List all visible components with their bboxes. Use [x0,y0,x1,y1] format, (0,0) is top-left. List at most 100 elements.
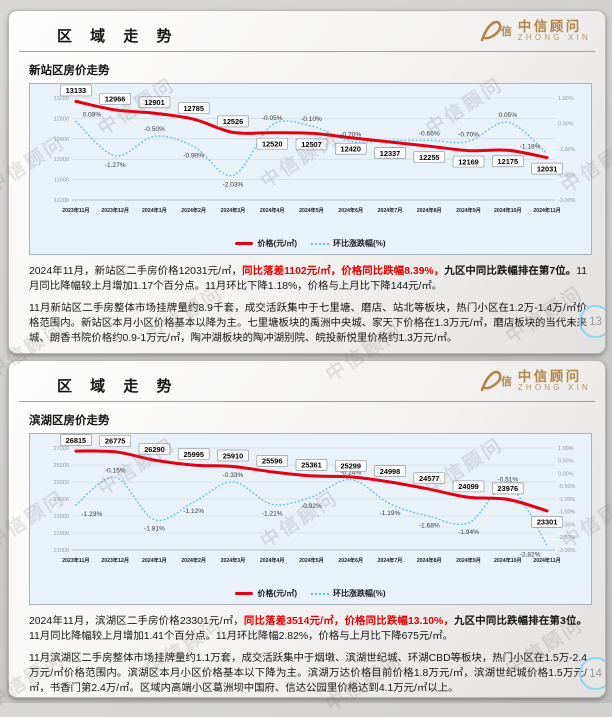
price-label: 12526 [223,117,243,126]
price-line [74,449,549,513]
pct-label: -0.50% [144,126,165,133]
left-axis-tick: 24000 [54,497,69,503]
page-title: 区 域 走 势 [57,378,179,395]
legend-label: 价格(元/㎡) [257,589,298,598]
price-label-box [177,448,210,460]
chart-title: 滨湖区房价走势 [29,415,110,427]
x-axis-label: 2024年7月 [378,556,403,564]
price-label-box [295,138,328,151]
logo-mark-icon: 信 [480,20,512,42]
right-axis-tick: -1.00% [558,147,575,153]
text-segment: 九区中同比跌幅排在第7位。 [444,266,577,277]
pct-label: -1.19% [380,510,401,517]
price-label-box [177,102,210,115]
legend-item: 价格(元/㎡) [235,588,297,599]
left-axis-tick: 23000 [54,514,69,520]
x-axis-label: 2024年1月 [142,206,167,214]
right-axis-tick: 1.00% [558,446,574,452]
solid-line-swatch-icon [235,242,254,245]
price-label: 12520 [262,139,282,148]
pct-label: -1.23% [81,511,102,518]
price-label-box [256,455,289,467]
price-label: 12966 [105,95,125,104]
page-number-badge: 13 [579,305,605,338]
left-axis-tick: 22000 [54,531,69,537]
right-axis-tick: -0.50% [558,484,575,490]
x-axis-label: 2023年12月 [101,206,129,214]
price-label: 25361 [301,461,321,470]
right-axis-tick: -2.50% [558,535,575,541]
right-axis-tick: -2.00% [558,172,575,178]
left-axis-tick: 12000 [54,157,69,163]
x-axis-label: 2024年10月 [494,556,522,564]
x-axis-label: 2024年2月 [181,556,206,564]
price-label: 12255 [419,153,439,162]
price-label-box [138,96,171,109]
price-label-box [99,434,132,447]
right-axis-tick: 0.50% [558,459,574,465]
x-axis-label: 2024年11月 [533,556,560,564]
legend-item: 价格(元/㎡) [235,238,297,249]
x-axis-label: 2024年4月 [260,556,285,564]
left-axis-tick: 13200 [54,96,69,102]
x-axis-label: 2024年1月 [142,556,167,564]
price-trend-chart: 27000 26000 25000 24000 23000 22000 21000 1.00%… [54,434,576,564]
price-label-box [334,460,367,472]
price-label: 12785 [183,104,203,113]
legend-item: 环比涨跌幅(%) [311,238,386,249]
logo-name: 中信顾问 [517,369,582,385]
chart-title: 新站区房价走势 [29,65,110,77]
solid-line-swatch-icon [235,592,254,595]
x-axis-label: 2024年9月 [456,556,481,564]
price-label-box [452,155,485,168]
price-label-box [217,449,249,462]
price-label-box [452,480,485,493]
x-axis-label: 2024年10月 [494,206,522,214]
price-label-box [374,465,406,477]
logo-subtitle: ZHONG XIN [517,383,591,393]
price-label: 12901 [144,98,164,107]
slide-xinzhan: 区 域 走 势 信 中信顾问 ZHONG XIN 新站区房价走势 13200 12… [8,10,606,354]
x-axis-label: 2024年6月 [338,556,363,564]
price-label: 25299 [341,462,361,471]
paragraph: 11月滨湖区二手房整体市场挂牌量约1.1万套，成交活跃集中于烟墩、滨湖世纪城、环… [29,651,587,696]
price-label: 24577 [419,474,439,483]
price-label: 12507 [301,140,321,149]
left-axis-tick: 27000 [54,446,69,452]
x-axis-label: 2024年8月 [417,206,442,214]
pct-label: -0.15% [105,467,126,474]
right-axis-tick: 1.00% [558,96,574,102]
left-axis-tick: 12400 [54,137,69,143]
price-label-box [413,151,446,164]
left-axis-tick: 11200 [54,198,69,204]
left-axis-tick: 25000 [54,480,69,486]
svg-text:信: 信 [501,24,512,38]
x-axis-label: 2024年5月 [299,206,324,214]
chart-legend: 价格(元/㎡) 环比涨跌幅(%) [30,236,591,251]
text-segment: 九区中同比跌幅排在第3位。 [454,616,587,627]
price-label: 13133 [66,86,86,95]
slide-header: 区 域 走 势 信 中信顾问 ZHONG XIN [9,11,605,53]
brand-logo: 信 中信顾问 ZHONG XIN [479,18,591,45]
svg-text:信: 信 [501,374,512,388]
legend-label: 价格(元/㎡) [257,239,298,248]
slide-header: 区 域 走 势 信 中信顾问 ZHONG XIN [9,361,605,403]
x-axis-label: 2024年5月 [299,556,324,564]
price-label-box [217,115,249,128]
page-number-badge: 14 [579,657,605,690]
brand-logo: 信 中信顾问 ZHONG XIN [479,368,591,395]
header-divider [19,401,595,402]
slide-binhu: 区 域 走 势 信 中信顾问 ZHONG XIN 滨湖区房价走势 27000 26… [8,360,606,698]
x-axis-label: 2024年9月 [456,206,481,214]
price-label: 12175 [498,157,518,166]
text-segment: 11月同比降幅较上月增加1.17个百分点。11月环比下降1.18%，价格与上月比… [29,266,588,293]
right-axis-tick: -1.00% [558,497,575,503]
dotted-line-swatch-icon [311,592,330,595]
price-trend-chart: 13200 12800 12400 12000 11600 11200 1.00% 0.00%… [54,84,576,214]
pct-label: -1.81% [144,526,165,533]
left-axis-tick: 26000 [54,463,69,469]
chart-container: 13200 12800 12400 12000 11600 11200 1.00% 0.00%… [29,83,592,255]
price-label: 12420 [341,145,361,154]
right-axis-tick: 0.00% [558,471,574,477]
x-axis-label: 2023年11月 [62,556,89,564]
